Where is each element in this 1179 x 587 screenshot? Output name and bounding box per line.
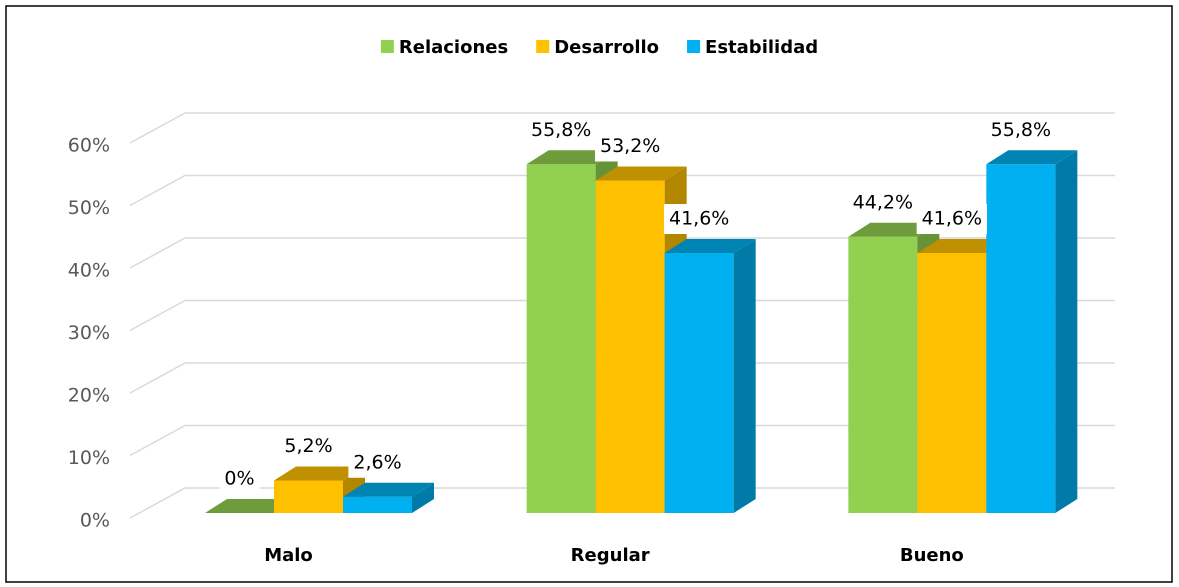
bar <box>664 253 734 513</box>
grid-line <box>129 424 1115 457</box>
bar-top <box>917 239 1009 253</box>
bar-top <box>205 499 296 513</box>
data-label-bg <box>594 131 666 162</box>
bar <box>595 180 665 513</box>
data-label: 5,2% <box>284 435 332 457</box>
data-label-bg <box>916 204 988 234</box>
bar <box>526 164 596 513</box>
data-label: 55,8% <box>991 119 1051 141</box>
bar-top <box>595 166 687 181</box>
legend-label: Estabilidad <box>705 37 818 58</box>
data-label-bg <box>348 447 407 478</box>
legend-swatch <box>687 40 701 53</box>
grid-line <box>129 487 1115 519</box>
bar <box>274 480 343 513</box>
legend-label: Relaciones <box>399 37 508 58</box>
y-tick-label: 30% <box>68 322 110 344</box>
data-label-bg <box>219 464 260 494</box>
bar-top <box>848 222 940 237</box>
legend-label: Desarrollo <box>554 37 659 58</box>
bar-side <box>1055 150 1078 513</box>
x-tick-label: Regular <box>571 545 650 566</box>
legend-swatch <box>536 40 550 53</box>
data-label: 44,2% <box>853 191 913 213</box>
data-label-bg <box>663 204 735 234</box>
y-tick-label: 10% <box>68 447 110 469</box>
data-label: 53,2% <box>600 135 660 157</box>
data-label: 2,6% <box>353 451 401 473</box>
grid-line <box>129 237 1115 269</box>
y-tick-label: 40% <box>68 260 110 282</box>
grid-line <box>129 299 1115 332</box>
bar-top <box>274 466 365 481</box>
data-label: 0% <box>224 468 254 490</box>
data-label: 41,6% <box>922 208 982 230</box>
data-label-bg <box>847 187 919 218</box>
bar <box>343 496 412 513</box>
bar-side <box>733 239 756 513</box>
y-tick-label: 20% <box>68 385 110 407</box>
y-tick-label: 50% <box>68 197 110 219</box>
data-label-bg <box>985 115 1057 146</box>
bar-top <box>526 150 618 165</box>
bar-top <box>343 482 434 497</box>
bar-side <box>412 482 434 513</box>
bar <box>848 236 918 513</box>
x-tick-label: Bueno <box>900 545 964 566</box>
grid-line <box>129 174 1115 207</box>
y-tick-label: 0% <box>80 510 110 532</box>
data-label-bg <box>525 115 597 146</box>
data-label: 55,8% <box>531 119 591 141</box>
bar <box>917 253 987 513</box>
grid-line <box>129 112 1115 144</box>
grid-line <box>129 362 1115 394</box>
bar <box>986 164 1056 513</box>
y-tick-label: 60% <box>68 135 110 157</box>
data-label: 41,6% <box>669 208 729 230</box>
data-label-bg <box>279 431 338 462</box>
legend-swatch <box>380 40 394 53</box>
bar-top <box>664 239 756 253</box>
x-tick-label: Malo <box>264 545 313 566</box>
bar-top <box>986 150 1078 165</box>
